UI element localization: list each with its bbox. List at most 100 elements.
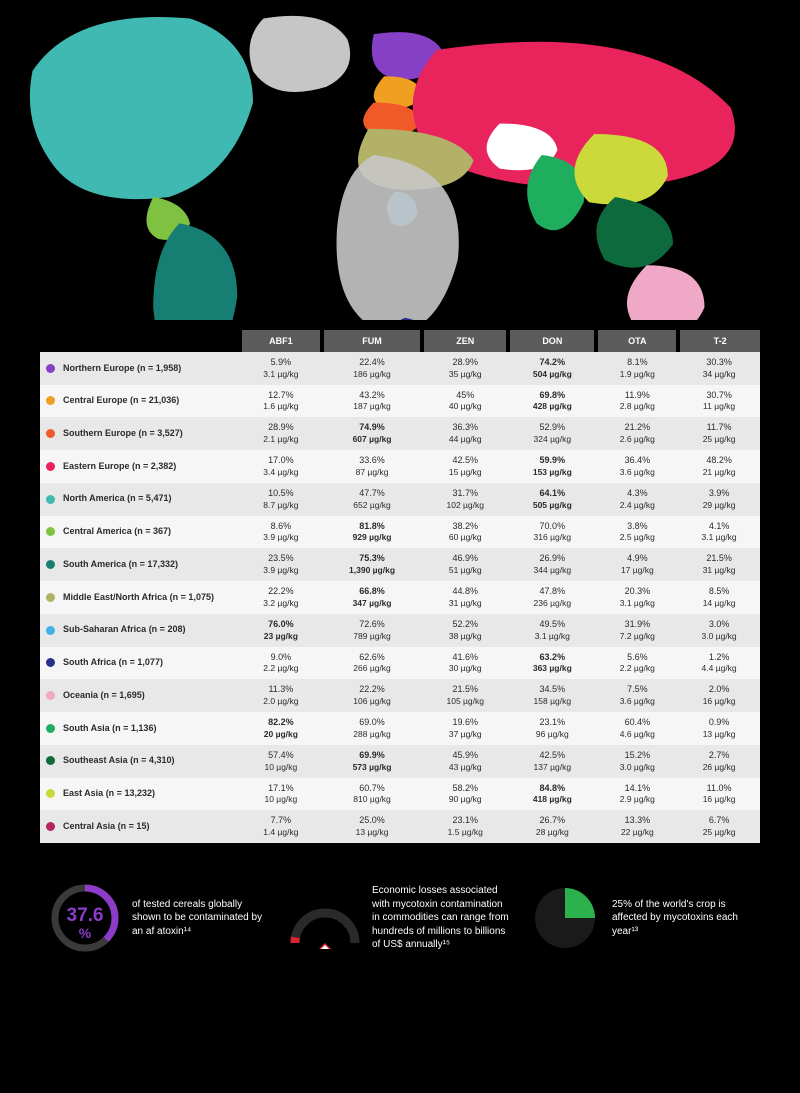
value-cell: 2.0%16 µg/kg (678, 679, 760, 712)
region-cell: Central America (n = 367) (40, 516, 240, 549)
value-cell: 72.6%789 µg/kg (322, 614, 423, 647)
stat-crop-text: 25% of the world's crop is affected by m… (612, 898, 750, 939)
value-cell: 31.7%102 µg/kg (422, 483, 508, 516)
value-cell: 43.2%187 µg/kg (322, 385, 423, 418)
value-cell: 13.3%22 µg/kg (596, 810, 678, 843)
value-cell: 45.9%43 µg/kg (422, 745, 508, 778)
table-row: Oceania (n = 1,695)11.3%2.0 µg/kg22.2%10… (40, 679, 760, 712)
region-cell: Sub-Saharan Africa (n = 208) (40, 614, 240, 647)
value-cell: 11.9%2.8 µg/kg (596, 385, 678, 418)
value-cell: 47.8%236 µg/kg (508, 581, 596, 614)
value-cell: 74.2%504 µg/kg (508, 352, 596, 385)
value-cell: 60.4%4.6 µg/kg (596, 712, 678, 745)
col-don: DON (508, 330, 596, 352)
value-cell: 22.2%106 µg/kg (322, 679, 423, 712)
value-cell: 42.5%137 µg/kg (508, 745, 596, 778)
value-cell: 15.2%3.0 µg/kg (596, 745, 678, 778)
value-cell: 26.9%344 µg/kg (508, 548, 596, 581)
col-ota: OTA (596, 330, 678, 352)
value-cell: 3.0%3.0 µg/kg (678, 614, 760, 647)
table-header: ABF1 FUM ZEN DON OTA T-2 (40, 330, 760, 352)
region-cell: Northern Europe (n = 1,958) (40, 352, 240, 385)
value-cell: 28.9%2.1 µg/kg (240, 417, 322, 450)
value-cell: 70.0%316 µg/kg (508, 516, 596, 549)
value-cell: 22.2%3.2 µg/kg (240, 581, 322, 614)
region-dot-icon (46, 658, 55, 667)
col-fum: FUM (322, 330, 423, 352)
value-cell: 60.7%810 µg/kg (322, 778, 423, 811)
value-cell: 34.5%158 µg/kg (508, 679, 596, 712)
value-cell: 47.7%652 µg/kg (322, 483, 423, 516)
region-dot-icon (46, 724, 55, 733)
table-row: Southern Europe (n = 3,527)28.9%2.1 µg/k… (40, 417, 760, 450)
region-cell: East Asia (n = 13,232) (40, 778, 240, 811)
value-cell: 20.3%3.1 µg/kg (596, 581, 678, 614)
value-cell: 84.8%418 µg/kg (508, 778, 596, 811)
mycotoxin-table: ABF1 FUM ZEN DON OTA T-2 Northern Europe… (40, 330, 760, 843)
value-cell: 21.5%105 µg/kg (422, 679, 508, 712)
value-cell: 48.2%21 µg/kg (678, 450, 760, 483)
value-cell: 69.9%573 µg/kg (322, 745, 423, 778)
value-cell: 10.5%8.7 µg/kg (240, 483, 322, 516)
value-cell: 52.9%324 µg/kg (508, 417, 596, 450)
stat-cereals-value: 37.6% (50, 905, 120, 941)
value-cell: 22.4%186 µg/kg (322, 352, 423, 385)
table-row: Central Europe (n = 21,036)12.7%1.6 µg/k… (40, 385, 760, 418)
region-cell: Eastern Europe (n = 2,382) (40, 450, 240, 483)
data-table-container: ABF1 FUM ZEN DON OTA T-2 Northern Europe… (40, 330, 760, 843)
value-cell: 42.5%15 µg/kg (422, 450, 508, 483)
value-cell: 8.6%3.9 µg/kg (240, 516, 322, 549)
value-cell: 11.0%16 µg/kg (678, 778, 760, 811)
region-dot-icon (46, 789, 55, 798)
value-cell: 30.3%34 µg/kg (678, 352, 760, 385)
table-row: South America (n = 17,332)23.5%3.9 µg/kg… (40, 548, 760, 581)
value-cell: 44.8%31 µg/kg (422, 581, 508, 614)
value-cell: 28.9%35 µg/kg (422, 352, 508, 385)
region-dot-icon (46, 364, 55, 373)
region-cell: Central Europe (n = 21,036) (40, 385, 240, 418)
region-dot-icon (46, 462, 55, 471)
region-dot-icon (46, 396, 55, 405)
stat-cereals: 37.6% of tested cereals globally shown t… (50, 883, 270, 953)
table-row: Northern Europe (n = 1,958)5.9%3.1 µg/kg… (40, 352, 760, 385)
value-cell: 69.0%288 µg/kg (322, 712, 423, 745)
value-cell: 19.6%37 µg/kg (422, 712, 508, 745)
table-row: Central America (n = 367)8.6%3.9 µg/kg81… (40, 516, 760, 549)
col-zen: ZEN (422, 330, 508, 352)
value-cell: 57.4%10 µg/kg (240, 745, 322, 778)
stat-cereals-text: of tested cereals globally shown to be c… (132, 898, 270, 939)
table-row: Central Asia (n = 15)7.7%1.4 µg/kg25.0%1… (40, 810, 760, 843)
ring-icon: 37.6% (50, 883, 120, 953)
value-cell: 64.1%505 µg/kg (508, 483, 596, 516)
value-cell: 41.6%30 µg/kg (422, 647, 508, 680)
value-cell: 5.9%3.1 µg/kg (240, 352, 322, 385)
map-southeast-asia (596, 197, 673, 268)
value-cell: 3.8%2.5 µg/kg (596, 516, 678, 549)
region-cell: Southern Europe (n = 3,527) (40, 417, 240, 450)
region-cell: South America (n = 17,332) (40, 548, 240, 581)
value-cell: 23.1%1.5 µg/kg (422, 810, 508, 843)
value-cell: 36.4%3.6 µg/kg (596, 450, 678, 483)
value-cell: 4.9%17 µg/kg (596, 548, 678, 581)
region-dot-icon (46, 593, 55, 602)
value-cell: 11.3%2.0 µg/kg (240, 679, 322, 712)
region-dot-icon (46, 756, 55, 765)
region-dot-icon (46, 691, 55, 700)
col-abf1: ABF1 (240, 330, 322, 352)
table-row: Sub-Saharan Africa (n = 208)76.0%23 µg/k… (40, 614, 760, 647)
value-cell: 62.6%266 µg/kg (322, 647, 423, 680)
value-cell: 52.2%38 µg/kg (422, 614, 508, 647)
value-cell: 14.1%2.9 µg/kg (596, 778, 678, 811)
value-cell: 7.7%1.4 µg/kg (240, 810, 322, 843)
region-dot-icon (46, 626, 55, 635)
map-oceania (627, 265, 705, 320)
value-cell: 17.1%10 µg/kg (240, 778, 322, 811)
table-row: Middle East/North Africa (n = 1,075)22.2… (40, 581, 760, 614)
value-cell: 23.5%3.9 µg/kg (240, 548, 322, 581)
value-cell: 1.2%4.4 µg/kg (678, 647, 760, 680)
table-body: Northern Europe (n = 1,958)5.9%3.1 µg/kg… (40, 352, 760, 843)
value-cell: 4.1%3.1 µg/kg (678, 516, 760, 549)
value-cell: 81.8%929 µg/kg (322, 516, 423, 549)
value-cell: 36.3%44 µg/kg (422, 417, 508, 450)
world-map-svg (0, 0, 800, 320)
